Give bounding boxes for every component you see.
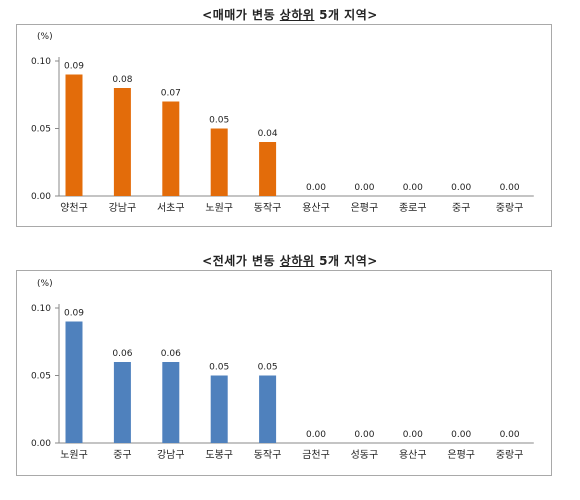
data-label: 0.00	[306, 183, 326, 193]
chart-2-svg: (%) 0.00 0.05 0.10 0.09 노원구 0.06 중구 0.06 강남구 0.05 도…	[31, 279, 534, 461]
chart-1-title-suffix: 5개 지역>	[314, 8, 378, 22]
y-tick-label: 0.10	[31, 57, 51, 67]
data-label: 0.00	[403, 430, 423, 440]
y-tick-label: 0.10	[31, 304, 51, 314]
unit-label: (%)	[37, 32, 53, 42]
data-label: 0.00	[451, 183, 471, 193]
x-tick-label: 중랑구	[496, 449, 524, 461]
x-tick-label: 양천구	[60, 202, 88, 214]
data-label: 0.09	[64, 62, 84, 72]
bar	[210, 375, 228, 443]
x-tick-label: 강남구	[109, 202, 137, 214]
bar	[210, 128, 228, 196]
x-tick-label: 노원구	[205, 202, 233, 214]
y-tick-label: 0.00	[31, 439, 51, 449]
chart-1-panel: (%) 0.00 0.05 0.10 0.09 양천구 0.08 강남구 0.07 서초구 0.05…	[16, 24, 552, 227]
x-tick-label: 강남구	[157, 449, 185, 461]
chart-1-svg: (%) 0.00 0.05 0.10 0.09 양천구 0.08 강남구 0.07 서초구 0.05…	[31, 32, 534, 214]
data-label: 0.08	[112, 75, 132, 85]
y-tick-label: 0.05	[31, 125, 51, 135]
chart-2-title-underlined: 상하위	[279, 254, 315, 268]
x-tick-label: 도봉구	[205, 449, 233, 461]
x-tick-label: 동작구	[254, 449, 282, 461]
x-tick-label: 은평구	[351, 202, 379, 214]
x-tick-label: 중랑구	[496, 202, 524, 214]
data-label: 0.05	[209, 116, 229, 126]
bar	[162, 362, 180, 443]
unit-label: (%)	[37, 279, 53, 289]
chart-2-panel: (%) 0.00 0.05 0.10 0.09 노원구 0.06 중구 0.06 강남구 0.05 도…	[16, 270, 552, 476]
x-tick-label: 은평구	[447, 449, 475, 461]
chart-1-title-underlined: 상하위	[279, 8, 315, 22]
data-label: 0.09	[64, 309, 84, 319]
chart-1-title-prefix: <매매가 변동	[202, 8, 280, 22]
x-tick-label: 금천구	[302, 449, 330, 461]
x-tick-label: 노원구	[60, 449, 88, 461]
data-label: 0.00	[403, 183, 423, 193]
data-label: 0.04	[258, 129, 278, 139]
x-tick-label: 용산구	[399, 449, 427, 461]
data-label: 0.00	[500, 430, 520, 440]
x-tick-label: 종로구	[399, 202, 427, 214]
chart-1-title: <매매가 변동 상하위 5개 지역>	[0, 6, 580, 23]
bar	[113, 88, 131, 196]
data-label: 0.00	[500, 183, 520, 193]
data-label: 0.00	[306, 430, 326, 440]
x-tick-label: 성동구	[351, 449, 379, 461]
bar	[162, 101, 180, 196]
x-tick-label: 동작구	[254, 202, 282, 214]
data-label: 0.06	[161, 349, 181, 359]
data-label: 0.00	[354, 183, 374, 193]
chart-2-title-suffix: 5개 지역>	[314, 254, 378, 268]
data-label: 0.05	[209, 363, 229, 373]
bar	[259, 375, 277, 443]
y-tick-label: 0.05	[31, 372, 51, 382]
x-tick-label: 중구	[452, 202, 470, 214]
data-label: 0.07	[161, 89, 181, 99]
y-tick-label: 0.00	[31, 192, 51, 202]
data-label: 0.05	[258, 363, 278, 373]
x-tick-label: 용산구	[302, 202, 330, 214]
chart-2-title: <전세가 변동 상하위 5개 지역>	[0, 252, 580, 269]
bar	[65, 321, 83, 443]
bar	[113, 362, 131, 443]
bar	[259, 142, 277, 196]
data-label: 0.00	[451, 430, 471, 440]
x-tick-label: 서초구	[157, 202, 185, 214]
chart-2-title-prefix: <전세가 변동	[202, 254, 280, 268]
x-tick-label: 중구	[113, 449, 131, 461]
bar	[65, 74, 83, 196]
data-label: 0.00	[354, 430, 374, 440]
data-label: 0.06	[112, 349, 132, 359]
